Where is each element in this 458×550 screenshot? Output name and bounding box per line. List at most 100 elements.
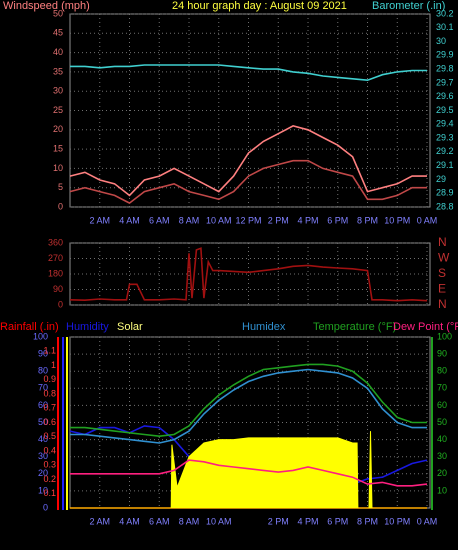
y3-tick-label: 0.8 (43, 388, 56, 398)
y2-tick-label: E (438, 282, 446, 296)
y2-tick-label: 30 (437, 451, 447, 461)
x-tick-label: 8 AM (179, 215, 200, 225)
x-tick-label: 2 PM (268, 215, 289, 225)
x-tick-label: 8 AM (179, 516, 200, 526)
y3-tick-label: 0.6 (43, 417, 56, 427)
y-tick-label: 90 (53, 284, 63, 294)
y2-tick-label: 29.2 (436, 146, 454, 156)
y2-tick-label: 40 (437, 434, 447, 444)
series-line (69, 159, 427, 205)
y2-tick-label: 28.8 (436, 201, 454, 211)
y2-tick-label: 30.2 (436, 8, 454, 18)
y2-tick-label: 29.3 (436, 132, 454, 142)
y2-tick-label: 90 (437, 348, 447, 358)
x-tick-label: 6 PM (327, 215, 348, 225)
y-tick-label: 30 (38, 451, 48, 461)
y2-tick-label: 20 (437, 468, 447, 478)
series-line (70, 363, 427, 438)
x-tick-label: 4 PM (298, 516, 319, 526)
x-tick-label: 4 AM (119, 215, 140, 225)
x-tick-label: 0 AM (417, 516, 438, 526)
y-tick-label: 35 (53, 66, 63, 76)
y-tick-label: 0 (58, 201, 63, 211)
y-tick-label: 20 (53, 124, 63, 134)
barometer-axis-label: Barometer (.in) (372, 0, 445, 12)
x-tick-label: 6 AM (149, 516, 170, 526)
y-tick-label: 270 (48, 253, 63, 263)
x-tick-label: 4 AM (119, 516, 140, 526)
y3-tick-label: 1 (51, 360, 56, 370)
y-tick-label: 40 (38, 434, 48, 444)
y2-tick-label: N (438, 297, 447, 311)
y3-tick-label: 0.5 (43, 431, 56, 441)
x-tick-label: 8 PM (357, 516, 378, 526)
series-line (69, 247, 428, 302)
y3-tick-label: 0.3 (43, 460, 56, 470)
y-tick-label: 25 (53, 105, 63, 115)
series-line (69, 125, 427, 197)
y3-tick-label: 1.1 (43, 346, 56, 356)
legend-label: Rainfall (.in) (0, 321, 59, 333)
x-tick-label: 6 PM (327, 516, 348, 526)
series-line (70, 368, 427, 444)
y2-tick-label: 29 (436, 174, 446, 184)
y2-tick-label: S (438, 266, 446, 280)
legend-label: Dew Point (°F (393, 321, 458, 333)
y2-tick-label: 10 (437, 485, 447, 495)
y-tick-label: 30 (53, 86, 63, 96)
y2-tick-label: 29.8 (436, 64, 454, 74)
y-tick-label: 40 (53, 47, 63, 57)
y3-tick-label: 0.4 (43, 445, 56, 455)
y-tick-label: 50 (38, 417, 48, 427)
chart-title: 24 hour graph day : August 09 2021 (172, 0, 347, 12)
y2-tick-label: 60 (437, 400, 447, 410)
x-tick-label: 10 PM (384, 215, 410, 225)
x-tick-label: 10 PM (384, 516, 410, 526)
y2-tick-label: 29.6 (436, 91, 454, 101)
legend-label: Humidity (66, 321, 109, 333)
y2-tick-label: 29.4 (436, 119, 454, 129)
y2-tick-label: 30 (436, 36, 446, 46)
x-tick-label: 6 AM (149, 215, 170, 225)
y-tick-label: 50 (53, 8, 63, 18)
legend-label: Temperature (°F) (313, 321, 396, 333)
y2-tick-label: 70 (437, 383, 447, 393)
x-tick-label: 2 AM (89, 516, 110, 526)
y-tick-label: 5 (58, 182, 63, 192)
y2-tick-label: N (438, 235, 447, 249)
y-tick-label: 10 (38, 485, 48, 495)
y2-tick-label: 50 (437, 417, 447, 427)
y2-tick-label: W (438, 251, 450, 265)
legend-label: Humidex (242, 321, 286, 333)
series-line (70, 64, 427, 82)
y3-tick-label: 0.1 (43, 488, 56, 498)
x-tick-label: 10 AM (206, 516, 232, 526)
x-tick-label: 0 AM (417, 215, 438, 225)
y-tick-label: 0 (58, 299, 63, 309)
windspeed-axis-label: Windspeed (mph) (3, 0, 90, 12)
y-tick-label: 45 (53, 28, 63, 38)
y2-tick-label: 100 (437, 331, 452, 341)
y2-tick-label: 29.7 (436, 77, 454, 87)
series-line (70, 459, 428, 487)
y3-tick-label: 0.2 (43, 474, 56, 484)
y-tick-label: 100 (33, 331, 48, 341)
y-tick-label: 70 (38, 383, 48, 393)
y2-tick-label: 28.9 (436, 188, 454, 198)
y2-tick-label: 30.1 (436, 22, 454, 32)
y3-tick-label: 0.7 (43, 403, 56, 413)
x-tick-label: 8 PM (357, 215, 378, 225)
x-tick-label: 4 PM (298, 215, 319, 225)
y-tick-label: 90 (38, 348, 48, 358)
y-tick-label: 10 (53, 163, 63, 173)
y-tick-label: 20 (38, 468, 48, 478)
x-tick-label: 12 PM (236, 215, 262, 225)
y-tick-label: 60 (38, 400, 48, 410)
y-tick-label: 180 (48, 268, 63, 278)
legend-label: Solar (117, 321, 143, 333)
x-tick-label: 10 AM (206, 215, 232, 225)
y2-tick-label: 29.5 (436, 105, 454, 115)
y-tick-label: 80 (38, 366, 48, 376)
x-tick-label: 2 AM (89, 215, 110, 225)
